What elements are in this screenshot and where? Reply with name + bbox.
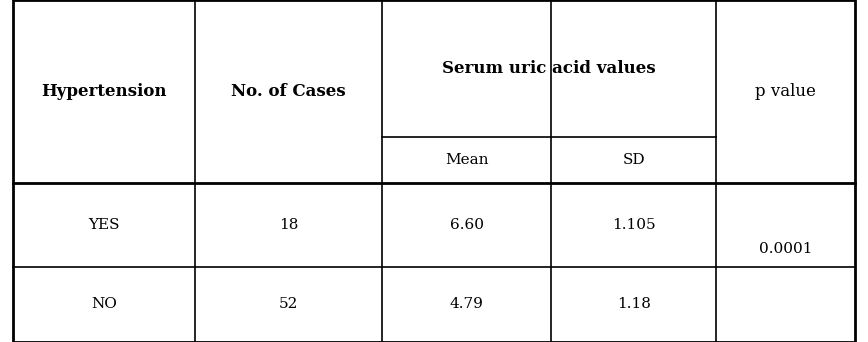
Text: 52: 52 bbox=[279, 298, 299, 311]
Text: 6.60: 6.60 bbox=[450, 218, 483, 232]
Text: Mean: Mean bbox=[444, 153, 489, 167]
Text: 4.79: 4.79 bbox=[450, 298, 483, 311]
Text: 1.18: 1.18 bbox=[616, 298, 651, 311]
Text: p value: p value bbox=[755, 83, 816, 100]
Text: YES: YES bbox=[89, 218, 120, 232]
Text: 0.0001: 0.0001 bbox=[759, 242, 812, 256]
Text: Serum uric acid values: Serum uric acid values bbox=[442, 60, 656, 77]
Text: Hypertension: Hypertension bbox=[42, 83, 167, 100]
Text: No. of Cases: No. of Cases bbox=[231, 83, 346, 100]
Text: NO: NO bbox=[91, 298, 117, 311]
Text: SD: SD bbox=[622, 153, 645, 167]
Text: 18: 18 bbox=[279, 218, 299, 232]
Text: 1.105: 1.105 bbox=[612, 218, 655, 232]
